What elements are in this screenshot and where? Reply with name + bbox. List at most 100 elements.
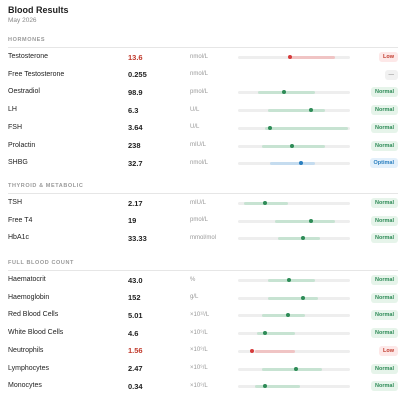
value-dot — [263, 384, 267, 389]
test-name: TSH — [8, 199, 22, 206]
value-dot — [294, 366, 298, 371]
test-unit: U/L — [190, 124, 200, 131]
test-name: LH — [8, 106, 17, 114]
test-unit: ×10¹²/L — [190, 311, 210, 318]
test-value: 0.34 — [128, 381, 143, 391]
range-band — [257, 332, 295, 336]
test-value: 2.17 — [128, 198, 143, 208]
test-unit: ×10⁹/L — [190, 329, 208, 336]
test-value: 6.3 — [128, 105, 139, 115]
test-name: Free Testosterone — [8, 70, 65, 78]
status-badge: Optimal — [369, 158, 398, 169]
value-dot — [288, 55, 292, 59]
range-band — [270, 162, 315, 166]
section-title: FULL BLOOD COUNT — [8, 260, 75, 266]
divider — [8, 193, 398, 194]
status-badge: Normal — [371, 275, 398, 285]
range-track — [238, 202, 350, 205]
value-dot — [299, 161, 303, 166]
test-unit: mmol/mol — [190, 234, 217, 241]
test-value: 1.56 — [128, 346, 143, 356]
test-unit: % — [190, 276, 196, 283]
test-unit: g/L — [190, 294, 199, 301]
status-badge: Normal — [371, 328, 398, 339]
test-unit: nmol/L — [190, 71, 209, 78]
test-name: Red Blood Cells — [8, 311, 59, 319]
value-dot — [268, 125, 272, 130]
test-value: 19 — [128, 216, 137, 226]
value-dot — [290, 143, 294, 148]
test-value: 33.33 — [128, 233, 147, 243]
test-unit: ×10⁹/L — [190, 365, 208, 371]
section-title: THYROID & METABOLIC — [8, 183, 84, 189]
status-badge: Normal — [371, 310, 398, 321]
test-name: Neutrophils — [8, 346, 44, 354]
test-unit: nmol/L — [190, 159, 209, 166]
status-badge: Normal — [371, 87, 398, 98]
status-badge: — — [384, 69, 398, 80]
value-dot — [301, 236, 305, 241]
test-name: HbA1c — [8, 234, 30, 242]
test-value: 238 — [128, 141, 141, 150]
value-dot — [309, 108, 313, 113]
test-unit: pmol/L — [190, 88, 209, 95]
test-value: 98.9 — [128, 87, 143, 97]
test-unit: ×10⁹/L — [190, 382, 208, 389]
test-name: Monocytes — [8, 382, 42, 390]
range-band — [278, 237, 320, 241]
test-name: SHBG — [8, 159, 28, 167]
test-name: Lymphocytes — [8, 364, 49, 372]
test-unit: pmol/L — [190, 217, 209, 224]
test-unit: mIU/L — [190, 199, 207, 206]
test-unit: mIU/L — [190, 142, 207, 148]
value-dot — [309, 218, 313, 223]
test-name: Oestradiol — [8, 88, 40, 96]
test-unit: U/L — [190, 106, 200, 113]
value-dot — [250, 348, 254, 353]
test-value: 3.64 — [128, 123, 143, 133]
range-band — [268, 109, 325, 113]
test-value: 32.7 — [128, 158, 143, 168]
value-dot — [263, 201, 267, 205]
divider — [8, 47, 398, 48]
test-name: Prolactin — [8, 141, 36, 149]
test-value: 13.6 — [128, 52, 143, 62]
test-name: FSH — [8, 123, 22, 131]
status-badge: Low — [379, 52, 398, 62]
test-name: White Blood Cells — [8, 329, 64, 337]
value-dot — [286, 313, 290, 318]
test-name: Testosterone — [8, 53, 49, 60]
range-band — [258, 91, 315, 95]
status-badge: Low — [379, 345, 398, 356]
divider — [8, 270, 398, 271]
range-band — [290, 56, 335, 59]
status-badge: Normal — [371, 122, 398, 133]
test-value: 43.0 — [128, 275, 143, 285]
range-band — [255, 349, 295, 353]
value-dot — [263, 331, 267, 336]
test-value: 152 — [128, 293, 141, 303]
test-unit: ×10⁹/L — [190, 347, 208, 354]
test-value: 0.255 — [128, 70, 147, 80]
status-badge: Normal — [371, 363, 398, 374]
status-badge: Normal — [371, 381, 398, 392]
status-badge: Normal — [371, 198, 398, 208]
test-name: Haemoglobin — [8, 293, 50, 301]
test-name: Free T4 — [8, 216, 33, 224]
status-badge: Normal — [371, 233, 398, 244]
value-dot — [301, 295, 305, 300]
value-dot — [282, 90, 286, 95]
test-value: 2.47 — [128, 364, 143, 373]
range-band — [268, 279, 315, 282]
test-unit: nmol/L — [190, 53, 209, 60]
value-dot — [287, 278, 291, 282]
range-band — [262, 314, 305, 318]
test-name: Haematocrit — [8, 276, 46, 283]
range-band — [255, 385, 300, 389]
test-value: 5.01 — [128, 310, 143, 320]
title: Blood Results — [8, 5, 69, 15]
range-band — [268, 296, 318, 300]
status-badge: Normal — [371, 215, 398, 226]
status-badge: Normal — [371, 140, 398, 151]
